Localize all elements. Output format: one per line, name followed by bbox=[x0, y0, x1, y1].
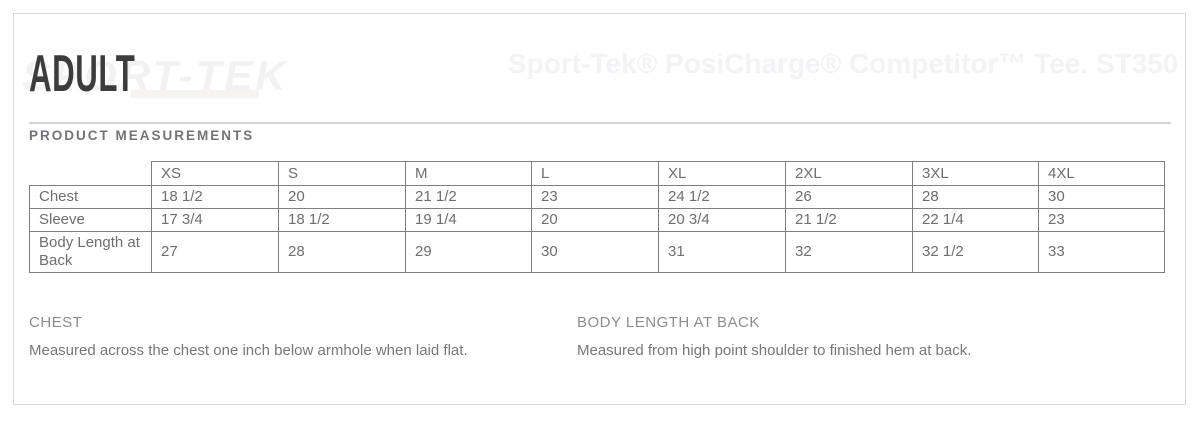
header-divider bbox=[29, 122, 1171, 124]
size-column-header: XL bbox=[658, 161, 786, 186]
note-description: Measured from high point shoulder to fin… bbox=[577, 342, 972, 359]
measurement-cell: 19 1/4 bbox=[405, 208, 532, 232]
size-column-header: 3XL bbox=[912, 161, 1039, 186]
size-column-header: XS bbox=[151, 161, 279, 186]
table-row-sleeve: Sleeve 17 3/4 18 1/2 19 1/4 20 20 3/4 21… bbox=[29, 208, 1165, 232]
measurement-cell: 24 1/2 bbox=[658, 185, 786, 209]
note-chest: CHEST Measured across the chest one inch… bbox=[29, 314, 468, 359]
measurement-cell: 33 bbox=[1038, 231, 1165, 273]
measurement-cell: 31 bbox=[658, 231, 786, 273]
size-chart-card: SPORT-TEK ADULT Sport-Tek® PosiCharge® C… bbox=[13, 13, 1186, 405]
measurement-cell: 28 bbox=[278, 231, 406, 273]
row-label: Body Length at Back bbox=[29, 231, 152, 273]
size-column-header: S bbox=[278, 161, 406, 186]
measurement-cell: 21 1/2 bbox=[785, 208, 913, 232]
measurement-cell: 27 bbox=[151, 231, 279, 273]
note-body-length: BODY LENGTH AT BACK Measured from high p… bbox=[577, 314, 971, 359]
measurement-cell: 20 bbox=[278, 185, 406, 209]
measurement-cell: 20 3/4 bbox=[658, 208, 786, 232]
measurement-cell: 21 1/2 bbox=[405, 185, 532, 209]
note-description: Measured across the chest one inch below… bbox=[29, 342, 468, 359]
blank-corner-cell bbox=[30, 162, 152, 186]
row-label: Chest bbox=[29, 185, 152, 209]
measurement-cell: 28 bbox=[912, 185, 1039, 209]
table-row-chest: Chest 18 1/2 20 21 1/2 23 24 1/2 26 28 3… bbox=[29, 185, 1165, 209]
note-title: BODY LENGTH AT BACK bbox=[577, 314, 760, 331]
table-row-body-length: Body Length at Back 27 28 29 30 31 32 32… bbox=[29, 231, 1165, 273]
product-title: Sport-Tek® PosiCharge® Competitor™ Tee. … bbox=[508, 48, 1179, 79]
measurement-cell: 29 bbox=[405, 231, 532, 273]
note-title: CHEST bbox=[29, 314, 83, 331]
size-header-row: XS S M L XL 2XL 3XL 4XL bbox=[30, 161, 1165, 186]
measurement-cell: 18 1/2 bbox=[151, 185, 279, 209]
size-column-header: 2XL bbox=[785, 161, 913, 186]
measurement-cell: 32 bbox=[785, 231, 913, 273]
measurements-table: XS S M L XL 2XL 3XL 4XL Chest 18 1/2 20 … bbox=[29, 161, 1165, 273]
size-column-header: L bbox=[531, 161, 659, 186]
measurement-cell: 32 1/2 bbox=[912, 231, 1039, 273]
measurement-cell: 22 1/4 bbox=[912, 208, 1039, 232]
measurement-cell: 18 1/2 bbox=[278, 208, 406, 232]
measurement-cell: 23 bbox=[531, 185, 659, 209]
sport-tek-tagline-bar bbox=[131, 90, 259, 98]
measurement-cell: 17 3/4 bbox=[151, 208, 279, 232]
measurement-cell: 20 bbox=[531, 208, 659, 232]
row-label: Sleeve bbox=[29, 208, 152, 232]
category-heading: ADULT bbox=[29, 45, 136, 103]
measurement-cell: 30 bbox=[531, 231, 659, 273]
measurement-cell: 26 bbox=[785, 185, 913, 209]
size-column-header: 4XL bbox=[1038, 161, 1165, 186]
measurement-cell: 30 bbox=[1038, 185, 1165, 209]
size-column-header: M bbox=[405, 161, 532, 186]
measurement-cell: 23 bbox=[1038, 208, 1165, 232]
section-title: PRODUCT MEASUREMENTS bbox=[29, 128, 255, 143]
